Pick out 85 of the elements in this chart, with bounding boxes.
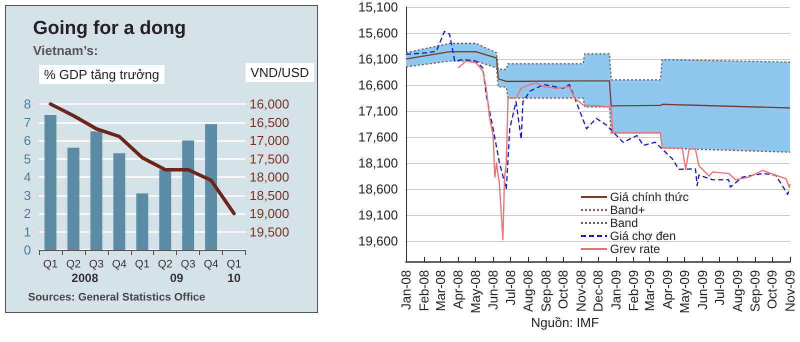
x-tick-label: Nov-09	[782, 270, 798, 312]
x-tick-label: Q4	[112, 258, 127, 270]
x-tick-label: May-08	[468, 270, 483, 314]
x-tick-label: Jun-09	[694, 270, 710, 310]
x-tick-label: Q3	[89, 258, 104, 270]
legend-label: Grev rate	[610, 242, 660, 256]
x-tick-label: Jul-09	[712, 270, 728, 306]
line-series	[405, 51, 791, 109]
y-tick-label: 7	[24, 114, 31, 130]
x-tick-label: Q1	[43, 258, 58, 270]
legend-label: Band+	[610, 203, 646, 217]
bar	[159, 170, 172, 250]
y-tick-label: 18,600	[358, 182, 398, 197]
line-series	[48, 102, 236, 216]
x-tick-label: Jan-09	[608, 270, 624, 310]
x-tick-label: Oct-09	[764, 270, 780, 310]
y2-tick-label: 16,000	[249, 96, 290, 112]
x-tick-label: Aug-08	[520, 270, 536, 312]
x-tick-label: Aug-09	[730, 270, 745, 312]
bar	[182, 140, 194, 250]
x-tick-label: Feb-09	[626, 270, 642, 312]
x-tick-label: Apr-08	[450, 270, 466, 310]
x-tick-label: Dec-08	[590, 270, 606, 312]
y-tick-label: 15,100	[358, 0, 398, 14]
chart-subtitle: Vietnam’s:	[33, 43, 98, 58]
x-tick-label: Q1	[134, 258, 150, 270]
x-tick-label: Jul-08	[502, 270, 518, 306]
bar	[113, 153, 126, 250]
y-tick-label: 1	[24, 224, 31, 240]
x-tick-label: Oct-08	[556, 270, 571, 310]
legend-label: Giá chợ đen	[610, 229, 676, 243]
text: Nguồn: IMF	[531, 315, 600, 330]
y-tick-label: 19,100	[358, 208, 398, 223]
y2-tick-label: 16,500	[249, 114, 290, 130]
x-tick-label: Mar-08	[432, 270, 448, 312]
source-note: Sources: General Statistics Office	[28, 292, 206, 304]
y2-tick-label: 17,000	[249, 133, 290, 148]
y2-axis-title: VND/USD	[250, 65, 310, 80]
y-tick-label: 0	[24, 242, 31, 258]
x-tick-label: Q2	[66, 258, 81, 270]
x-tick-label: Q3	[180, 258, 196, 270]
y-tick-label: 15,600	[358, 26, 398, 41]
bar	[44, 114, 56, 250]
y-tick-label: 17,100	[358, 104, 398, 119]
line-series	[405, 42, 791, 81]
y2-tick-label: 19,000	[249, 206, 290, 221]
line-series	[458, 60, 791, 240]
y-tick-label: 16,100	[358, 52, 398, 67]
y-tick-label: 18,100	[358, 156, 398, 171]
x-tick-label: Sep-08	[538, 270, 554, 312]
y-tick-label: 16,600	[358, 78, 398, 93]
bar	[205, 124, 218, 250]
y-tick-label: 4	[24, 170, 31, 184]
x-tick-label: Feb-08	[416, 270, 432, 312]
y-tick-label: 17,600	[358, 130, 398, 145]
y-tick-label: 8	[24, 96, 31, 112]
y2-tick-label: 18,000	[249, 170, 290, 184]
chart-title: Going for a dong	[33, 18, 186, 39]
x-tick-label: Mar-09	[642, 270, 658, 312]
x-tick-label: Q1	[226, 258, 242, 270]
y-axis-title: % GDP tăng trưởng	[44, 67, 160, 82]
y-tick-label: 6	[24, 133, 31, 148]
x-tick-label: Apr-09	[660, 270, 675, 310]
x-tick-label: Q4	[204, 258, 218, 270]
x-tick-label: Nov-08	[573, 270, 588, 312]
x-tick-label: Jan-08	[398, 270, 414, 310]
x-tick-label: Q2	[158, 258, 173, 270]
y-tick-label: 19,600	[358, 234, 398, 249]
bar	[67, 148, 80, 250]
y2-tick-label: 17,500	[249, 151, 290, 166]
x-tick-label: Sep-09	[748, 270, 763, 312]
x-tick-label: Jun-08	[486, 270, 501, 310]
y2-tick-label: 18,500	[249, 188, 290, 203]
y-tick-label: 2	[24, 206, 31, 221]
text: 2008	[72, 271, 99, 285]
bar	[90, 131, 102, 250]
legend-label: Giá chính thức	[610, 190, 689, 204]
text: 09	[170, 271, 184, 285]
x-tick-label: May-09	[677, 270, 692, 314]
text: 10	[227, 271, 242, 285]
y-tick-label: 5	[24, 151, 31, 166]
y-tick-label: 3	[24, 188, 31, 203]
y2-tick-label: 19,500	[249, 224, 290, 240]
bar	[136, 193, 148, 250]
legend-label: Band	[610, 216, 638, 230]
